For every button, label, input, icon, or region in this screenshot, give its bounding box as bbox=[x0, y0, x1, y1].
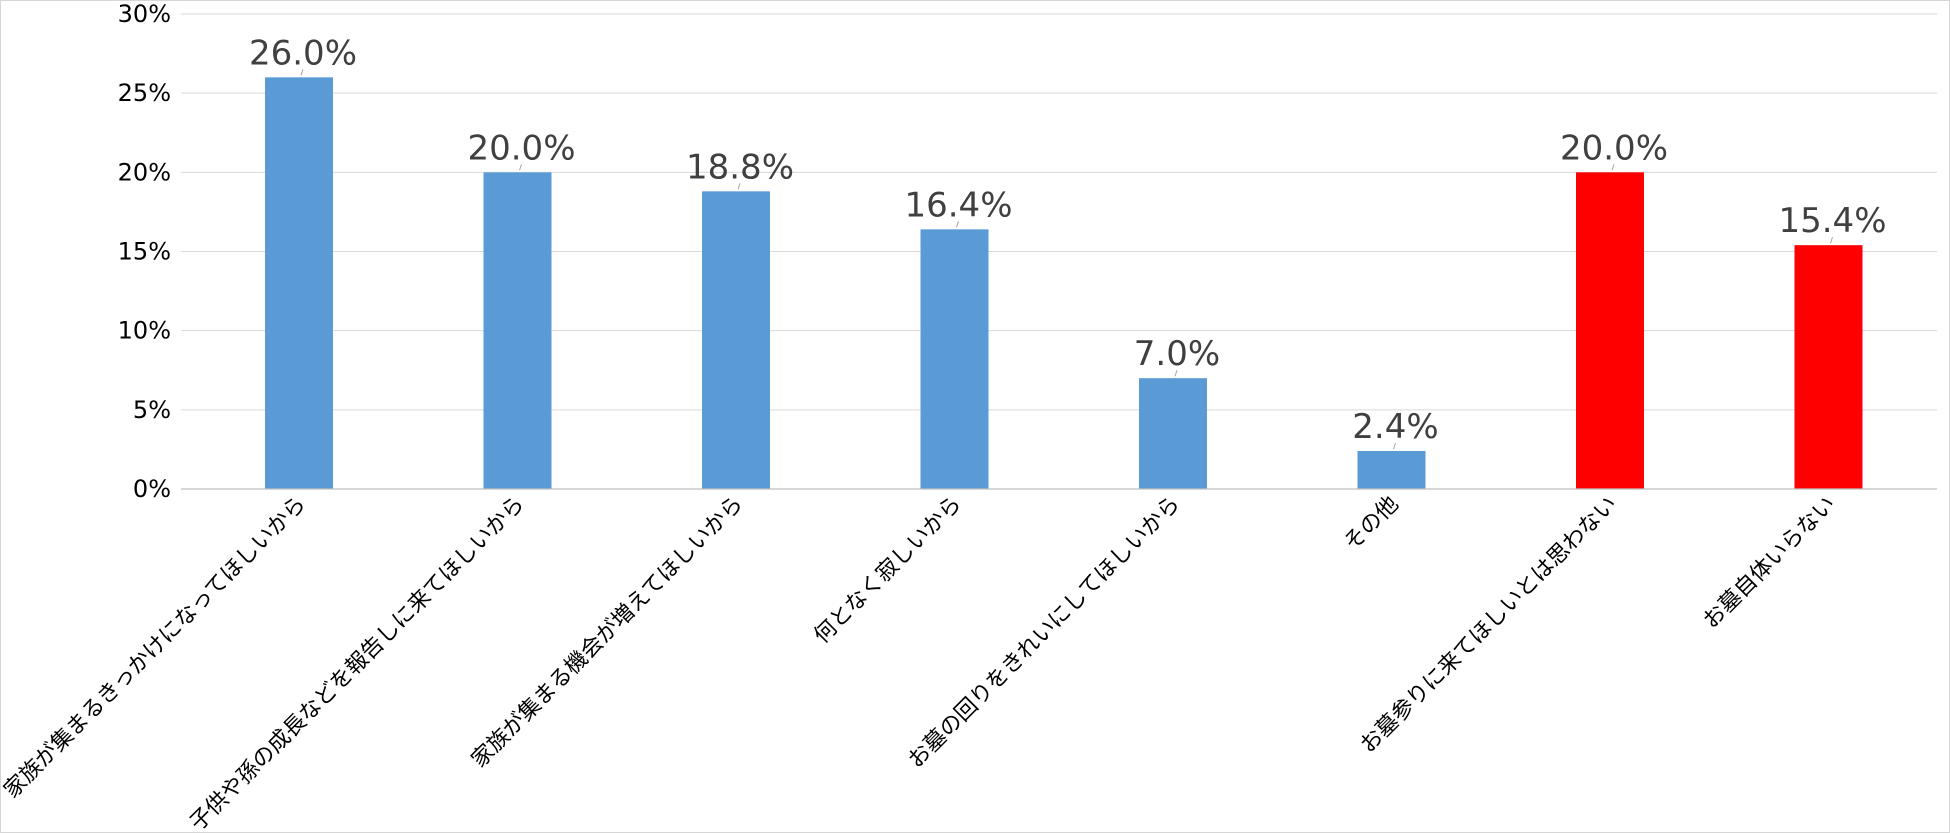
data-label: 18.8% bbox=[686, 147, 794, 187]
y-tick-label: 0% bbox=[133, 475, 171, 503]
bar bbox=[1794, 245, 1863, 489]
data-label: 26.0% bbox=[249, 33, 357, 73]
data-label-leader bbox=[956, 221, 959, 228]
x-category-label: 何となく寂しいから bbox=[810, 492, 967, 649]
data-label: 20.0% bbox=[1560, 128, 1668, 168]
gridlines bbox=[181, 13, 1937, 411]
data-label-leader bbox=[519, 164, 522, 171]
data-label: 16.4% bbox=[904, 185, 1012, 225]
data-label-leader bbox=[737, 183, 741, 190]
data-label-leader bbox=[1611, 164, 1615, 171]
data-label: 2.4% bbox=[1352, 407, 1438, 447]
bar bbox=[920, 229, 989, 490]
data-label: 20.0% bbox=[467, 128, 575, 168]
data-label-leader bbox=[1174, 370, 1178, 377]
data-label: 15.4% bbox=[1778, 201, 1886, 241]
x-category-label: 家族が集まる機会が増えてほしいから bbox=[467, 492, 748, 773]
x-category-label: 子供や孫の成長などを報告しに来てほしいから bbox=[185, 492, 529, 832]
x-category-label: お墓参りに来てほしいとは思わない bbox=[1356, 492, 1623, 759]
x-category-label: その他 bbox=[1339, 492, 1403, 556]
y-tick-label: 15% bbox=[118, 238, 171, 266]
bar bbox=[265, 77, 333, 489]
x-category-label: お墓の回りをきれいにしてほしいから bbox=[904, 492, 1186, 774]
y-axis-tick-labels: 0% 5% 10% 15% 20% 25% 30% bbox=[118, 1, 171, 503]
y-tick-label: 25% bbox=[118, 79, 171, 107]
bars bbox=[265, 77, 1863, 490]
bar bbox=[1576, 172, 1644, 490]
bar bbox=[702, 191, 770, 490]
bar bbox=[483, 172, 552, 490]
y-tick-label: 30% bbox=[118, 1, 171, 28]
data-label-leader bbox=[1830, 237, 1833, 244]
bar bbox=[1139, 378, 1207, 489]
y-tick-label: 20% bbox=[118, 158, 171, 186]
y-tick-label: 5% bbox=[133, 396, 171, 424]
data-label-leader bbox=[1393, 442, 1396, 450]
data-label: 7.0% bbox=[1134, 334, 1220, 374]
x-category-label: お墓自体いらない bbox=[1699, 492, 1841, 634]
y-tick-label: 10% bbox=[118, 317, 171, 345]
data-label-leader bbox=[300, 69, 304, 76]
bar bbox=[1357, 451, 1426, 489]
data-labels: 26.0% 20.0% 18.8% 16.4% 7.0% 2.4% 20.0% 15.4% bbox=[249, 33, 1887, 450]
category-labels: 家族が集まるきっかけになってほしいから子供や孫の成長などを報告しに来てほしいから… bbox=[1, 492, 1841, 832]
